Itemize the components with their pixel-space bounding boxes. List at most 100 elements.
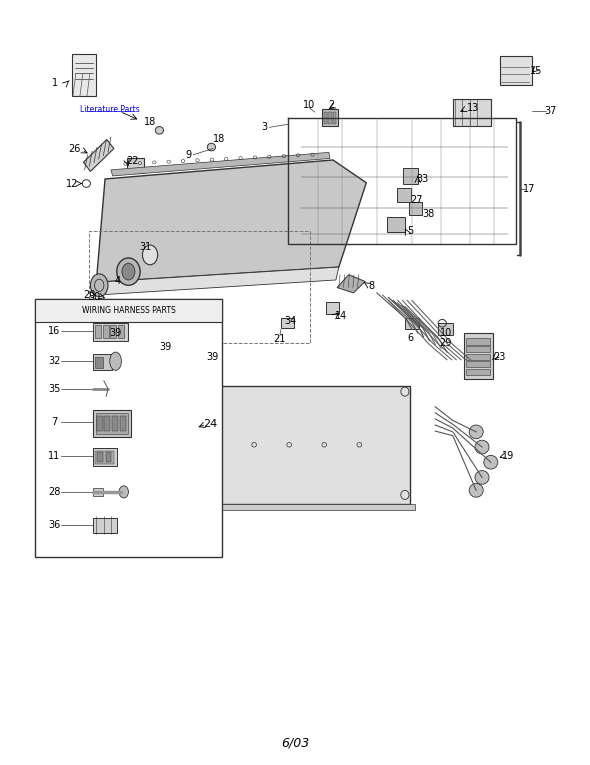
Bar — [464, 333, 493, 379]
Text: 18: 18 — [144, 117, 156, 127]
Text: 39: 39 — [109, 328, 121, 338]
Text: 22: 22 — [126, 156, 139, 166]
Ellipse shape — [475, 470, 489, 484]
Polygon shape — [95, 267, 339, 295]
Bar — [97, 452, 103, 462]
Bar — [93, 353, 112, 370]
Bar — [179, 386, 410, 504]
Text: 24: 24 — [203, 419, 217, 429]
Ellipse shape — [469, 483, 483, 497]
Text: 19: 19 — [502, 451, 514, 461]
Text: 38: 38 — [422, 209, 434, 219]
Ellipse shape — [142, 245, 158, 265]
Bar — [95, 325, 101, 338]
Bar — [95, 451, 114, 464]
Bar — [324, 112, 327, 124]
Text: 28: 28 — [48, 487, 60, 496]
Bar — [466, 346, 490, 352]
Bar — [466, 369, 490, 375]
Text: 18: 18 — [213, 135, 225, 145]
Bar — [89, 230, 310, 343]
Text: 9: 9 — [186, 150, 192, 160]
Text: 27: 27 — [410, 195, 423, 205]
Text: 16: 16 — [48, 326, 60, 336]
Text: 13: 13 — [467, 103, 480, 112]
Bar — [118, 325, 124, 338]
Text: 21: 21 — [274, 334, 286, 344]
Text: 8: 8 — [368, 281, 374, 291]
Text: 36: 36 — [48, 520, 60, 530]
Bar — [104, 416, 110, 431]
Bar — [127, 158, 143, 173]
Text: 7: 7 — [51, 417, 57, 427]
Bar — [35, 299, 222, 322]
Text: 10: 10 — [303, 99, 315, 109]
Bar — [466, 353, 490, 360]
Bar — [95, 356, 103, 368]
Text: 4: 4 — [115, 276, 121, 287]
Bar — [97, 416, 103, 431]
Text: 10: 10 — [440, 328, 452, 338]
Text: 23: 23 — [493, 353, 506, 363]
Text: 32: 32 — [48, 356, 60, 366]
Bar — [322, 109, 338, 125]
Ellipse shape — [475, 440, 489, 454]
Bar — [93, 323, 129, 341]
Text: 31: 31 — [139, 242, 152, 252]
Text: WIRING HARNESS PARTS: WIRING HARNESS PARTS — [81, 306, 175, 315]
Polygon shape — [96, 160, 366, 282]
Bar — [326, 302, 339, 314]
Bar — [103, 325, 109, 338]
Bar — [93, 488, 103, 496]
Text: 2: 2 — [328, 99, 335, 109]
Text: 33: 33 — [417, 174, 428, 184]
Ellipse shape — [484, 455, 498, 469]
Text: 35: 35 — [48, 383, 60, 393]
Text: 30: 30 — [88, 291, 101, 301]
Text: 17: 17 — [523, 184, 535, 194]
Text: 3: 3 — [261, 122, 268, 132]
Bar — [466, 338, 490, 344]
Text: 1: 1 — [53, 77, 58, 87]
Bar — [35, 299, 222, 557]
Text: 20: 20 — [83, 290, 96, 300]
Polygon shape — [83, 139, 114, 171]
Ellipse shape — [110, 352, 122, 370]
Bar — [93, 518, 117, 533]
Bar — [466, 361, 490, 367]
Bar — [333, 112, 336, 124]
Polygon shape — [337, 275, 365, 293]
Bar — [110, 325, 116, 338]
Bar — [281, 318, 294, 328]
Bar — [93, 448, 117, 466]
Bar — [120, 416, 126, 431]
Bar — [409, 202, 422, 216]
Text: 11: 11 — [48, 451, 60, 461]
Text: 6: 6 — [408, 334, 414, 343]
Bar — [405, 318, 419, 330]
Bar — [112, 416, 118, 431]
Text: 15: 15 — [530, 66, 542, 76]
Text: 14: 14 — [335, 311, 347, 321]
Bar — [397, 188, 411, 202]
Text: 26: 26 — [68, 144, 80, 154]
Ellipse shape — [469, 425, 483, 438]
Bar — [106, 452, 112, 462]
Text: 12: 12 — [65, 178, 78, 188]
Text: 39: 39 — [206, 352, 218, 362]
Ellipse shape — [207, 143, 215, 151]
Bar — [72, 54, 96, 96]
Bar — [403, 168, 418, 184]
Text: 37: 37 — [545, 106, 557, 116]
Bar — [453, 99, 491, 125]
Bar — [93, 410, 132, 437]
Bar — [184, 504, 415, 510]
Text: Literature Parts: Literature Parts — [80, 105, 140, 113]
Bar — [500, 56, 532, 85]
Text: 29: 29 — [440, 338, 452, 348]
Ellipse shape — [155, 126, 163, 134]
Ellipse shape — [122, 263, 135, 280]
Text: 34: 34 — [284, 316, 296, 326]
Text: 6/03: 6/03 — [281, 737, 309, 750]
Polygon shape — [111, 152, 330, 176]
